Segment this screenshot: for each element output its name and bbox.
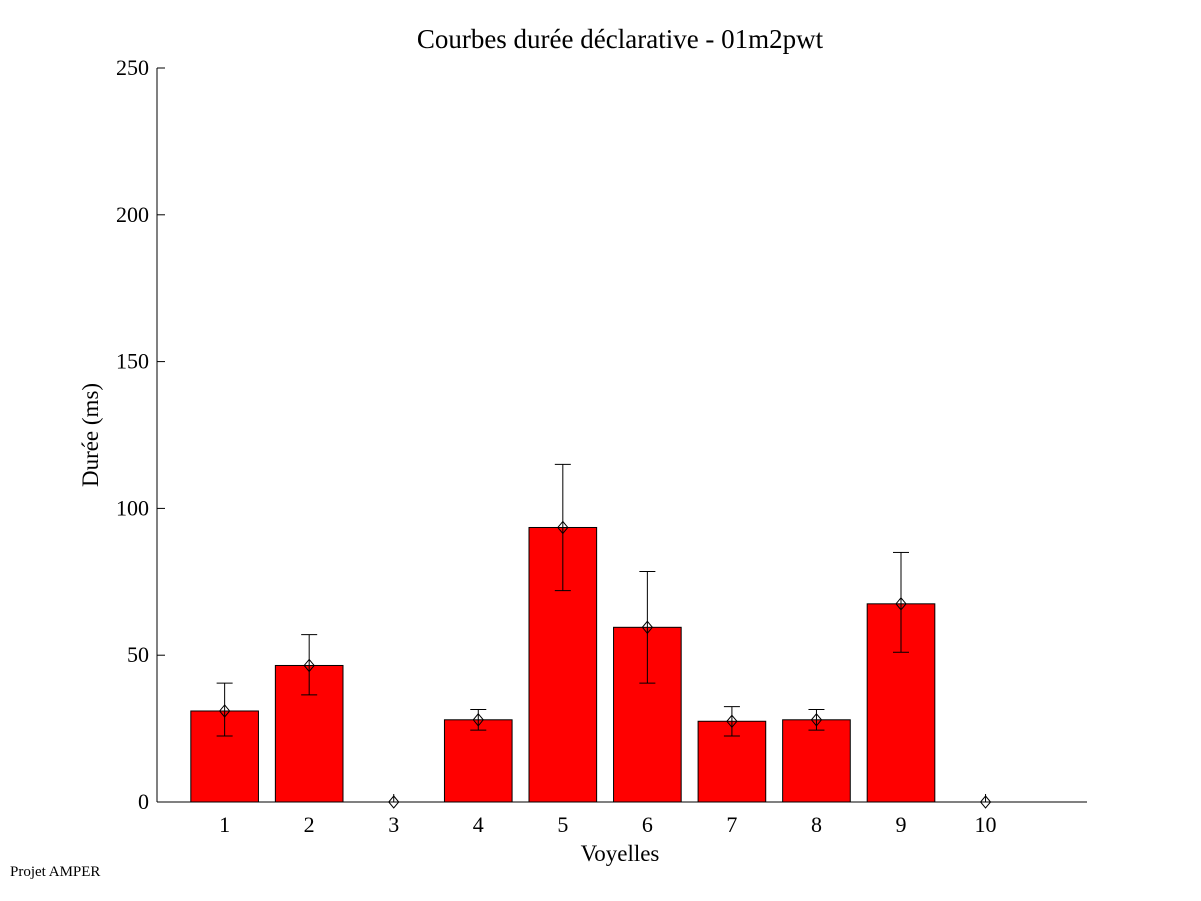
x-tick-label: 4 xyxy=(473,812,484,837)
x-tick-label: 9 xyxy=(896,812,907,837)
x-axis-label: Voyelles xyxy=(581,841,660,866)
footer-note: Projet AMPER xyxy=(10,864,101,880)
mean-marker xyxy=(979,795,992,809)
bar xyxy=(528,526,598,803)
x-tick-label: 2 xyxy=(304,812,315,837)
y-tick-label: 250 xyxy=(116,55,149,80)
x-tick-label: 1 xyxy=(219,812,230,837)
y-tick-label: 150 xyxy=(116,349,149,374)
mean-marker xyxy=(388,795,400,809)
mean-marker xyxy=(641,620,654,635)
mean-marker xyxy=(557,520,569,535)
mean-marker xyxy=(218,704,231,718)
x-tick-label: 8 xyxy=(811,812,822,837)
y-axis-label: Durée (ms) xyxy=(78,383,103,487)
plot-area: 0 50 100 150 200 250 1 2 3 4 5 6 7 8 9 10 xyxy=(116,55,1087,837)
y-tick-label: 200 xyxy=(116,202,149,227)
mean-marker xyxy=(303,658,315,673)
x-tick-label: 10 xyxy=(975,812,997,837)
x-tick-label: 5 xyxy=(557,812,568,837)
bar xyxy=(782,719,851,803)
x-tick-label: 6 xyxy=(642,812,653,837)
x-tick-label: 3 xyxy=(388,812,399,837)
y-tick-label: 100 xyxy=(116,495,149,520)
mean-marker xyxy=(895,597,907,611)
mean-marker xyxy=(726,714,738,729)
bar xyxy=(443,719,513,803)
chart-title: Courbes durée déclarative - 01m2pwt xyxy=(417,24,824,54)
y-tick-label: 0 xyxy=(138,789,149,814)
x-tick-label: 7 xyxy=(726,812,737,837)
mean-marker xyxy=(472,713,484,727)
y-tick-label: 50 xyxy=(127,642,149,667)
mean-marker xyxy=(810,713,823,727)
